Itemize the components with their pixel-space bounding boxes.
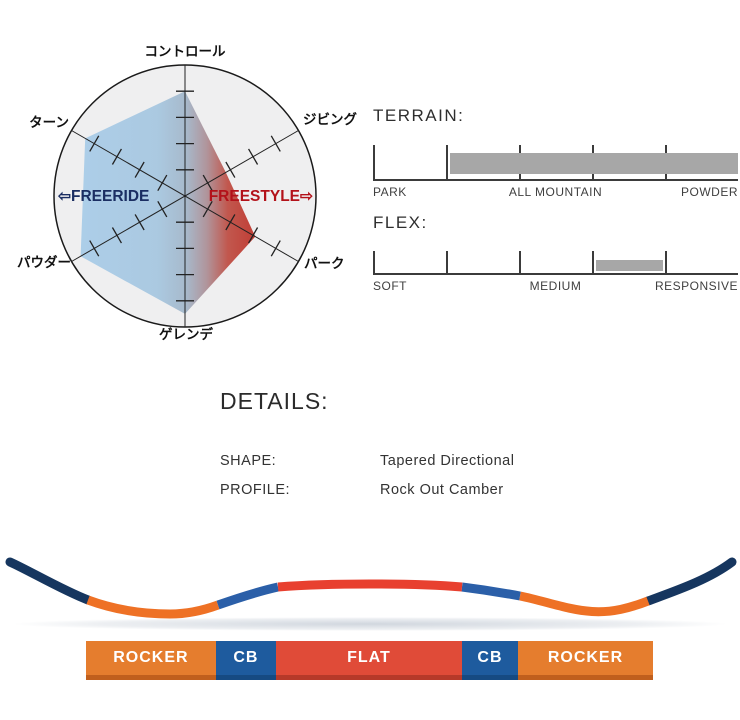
radar-tick (157, 174, 168, 192)
radar-freeride-label: ⇦FREERIDE (58, 188, 149, 205)
board-nose-rocker (86, 595, 220, 619)
flex-title: FLEX: (373, 213, 428, 232)
radar-data-polygon (80, 91, 256, 314)
terrain-tick (446, 145, 448, 179)
radar-tick (202, 200, 213, 218)
terrain-section: TERRAIN: PARK ALL MOUNTAIN POWDER (373, 106, 738, 200)
profile-bar-segment-cb: CB (461, 641, 519, 680)
detail-row-shape: SHAPE: Tapered Directional (220, 453, 514, 469)
board-flat-center (277, 579, 463, 592)
board-front-camber (216, 582, 279, 610)
radar-axis-line (71, 130, 299, 262)
radar-tick (248, 148, 259, 165)
terrain-label-all-mountain: ALL MOUNTAIN (508, 185, 603, 199)
profile-bar-segment-cb: CB (215, 641, 276, 680)
board-tail-tip (643, 557, 737, 606)
board-nose-tip (5, 557, 93, 605)
profile-bar-segment-flat: FLAT (275, 641, 462, 680)
terrain-title: TERRAIN: (373, 106, 465, 125)
flex-label-responsive: RESPONSIVE (654, 279, 738, 293)
profile-bar-segment-label: ROCKER (113, 649, 189, 666)
profile-label: PROFILE: (220, 482, 291, 498)
terrain-label-powder: POWDER (681, 185, 738, 199)
radar-tick (225, 161, 236, 178)
board-profile-illustration (5, 557, 737, 631)
radar-axis-label-gelande: ゲレンデ (159, 326, 213, 342)
profile-value: Rock Out Camber (380, 482, 504, 498)
shape-value: Tapered Directional (380, 453, 515, 469)
radar-tick (157, 200, 168, 218)
detail-row-profile: PROFILE: Rock Out Camber (220, 482, 514, 498)
board-tail-rocker (519, 591, 650, 617)
profile-bar-segment-label: CB (477, 649, 503, 666)
radar-tick (89, 135, 100, 152)
flex-scale (373, 251, 738, 275)
terrain-scale (373, 145, 738, 181)
radar-axis-label-park: パーク (304, 256, 345, 271)
details-section: DETAILS: SHAPE: Tapered Directional PROF… (220, 388, 514, 511)
terrain-scale-labels: PARK ALL MOUNTAIN POWDER (373, 185, 738, 200)
radar-freestyle-label: FREESTYLE⇨ (209, 188, 314, 205)
radar-tick (134, 214, 145, 231)
radar-tick (111, 227, 122, 244)
flex-scale-labels: SOFT MEDIUM RESPONSIVE (373, 279, 738, 294)
board-shadow (12, 617, 728, 631)
radar-tick (134, 161, 145, 178)
details-rows: SHAPE: Tapered Directional PROFILE: Rock… (220, 453, 514, 498)
flex-range-bar (595, 260, 664, 271)
radar-axis-label-powder: パウダー (17, 254, 71, 270)
profile-zone-bar: ROCKER CB FLAT CB ROCKER (86, 641, 653, 680)
flex-label-medium: MEDIUM (529, 279, 582, 293)
profile-bar-segment-label: ROCKER (547, 649, 624, 666)
shape-label: SHAPE: (220, 453, 277, 469)
terrain-tick (373, 145, 375, 179)
flex-tick (665, 251, 667, 273)
profile-bar-segment-label: FLAT (347, 649, 391, 666)
profile-bar-segment-rocker: ROCKER (86, 641, 216, 680)
profile-bar-segment-label: CB (233, 649, 259, 666)
flex-tick (592, 251, 594, 273)
details-title: DETAILS: (220, 388, 329, 414)
flex-label-soft: SOFT (373, 279, 407, 293)
terrain-label-park: PARK (373, 185, 407, 199)
radar-axis-label-control: コントロール (145, 44, 226, 59)
flex-tick (373, 251, 375, 273)
flex-section: FLEX: SOFT MEDIUM RESPONSIVE (373, 213, 738, 294)
radar-tick (270, 240, 281, 257)
flex-tick (446, 251, 448, 273)
profile-bar-segment-rocker: ROCKER (518, 641, 653, 680)
radar-axis-label-turn: ターン (29, 115, 69, 130)
radar-axis-label-jibbing: ジビング (303, 111, 357, 127)
flex-tick (519, 251, 521, 273)
radar-tick (248, 227, 259, 244)
radar-tick (202, 174, 213, 192)
radar-tick (111, 148, 122, 165)
radar-tick (270, 135, 281, 152)
radar-tick (225, 214, 236, 231)
board-rear-camber (461, 582, 521, 601)
terrain-range-bar (449, 153, 738, 174)
radar-tick (89, 240, 100, 257)
